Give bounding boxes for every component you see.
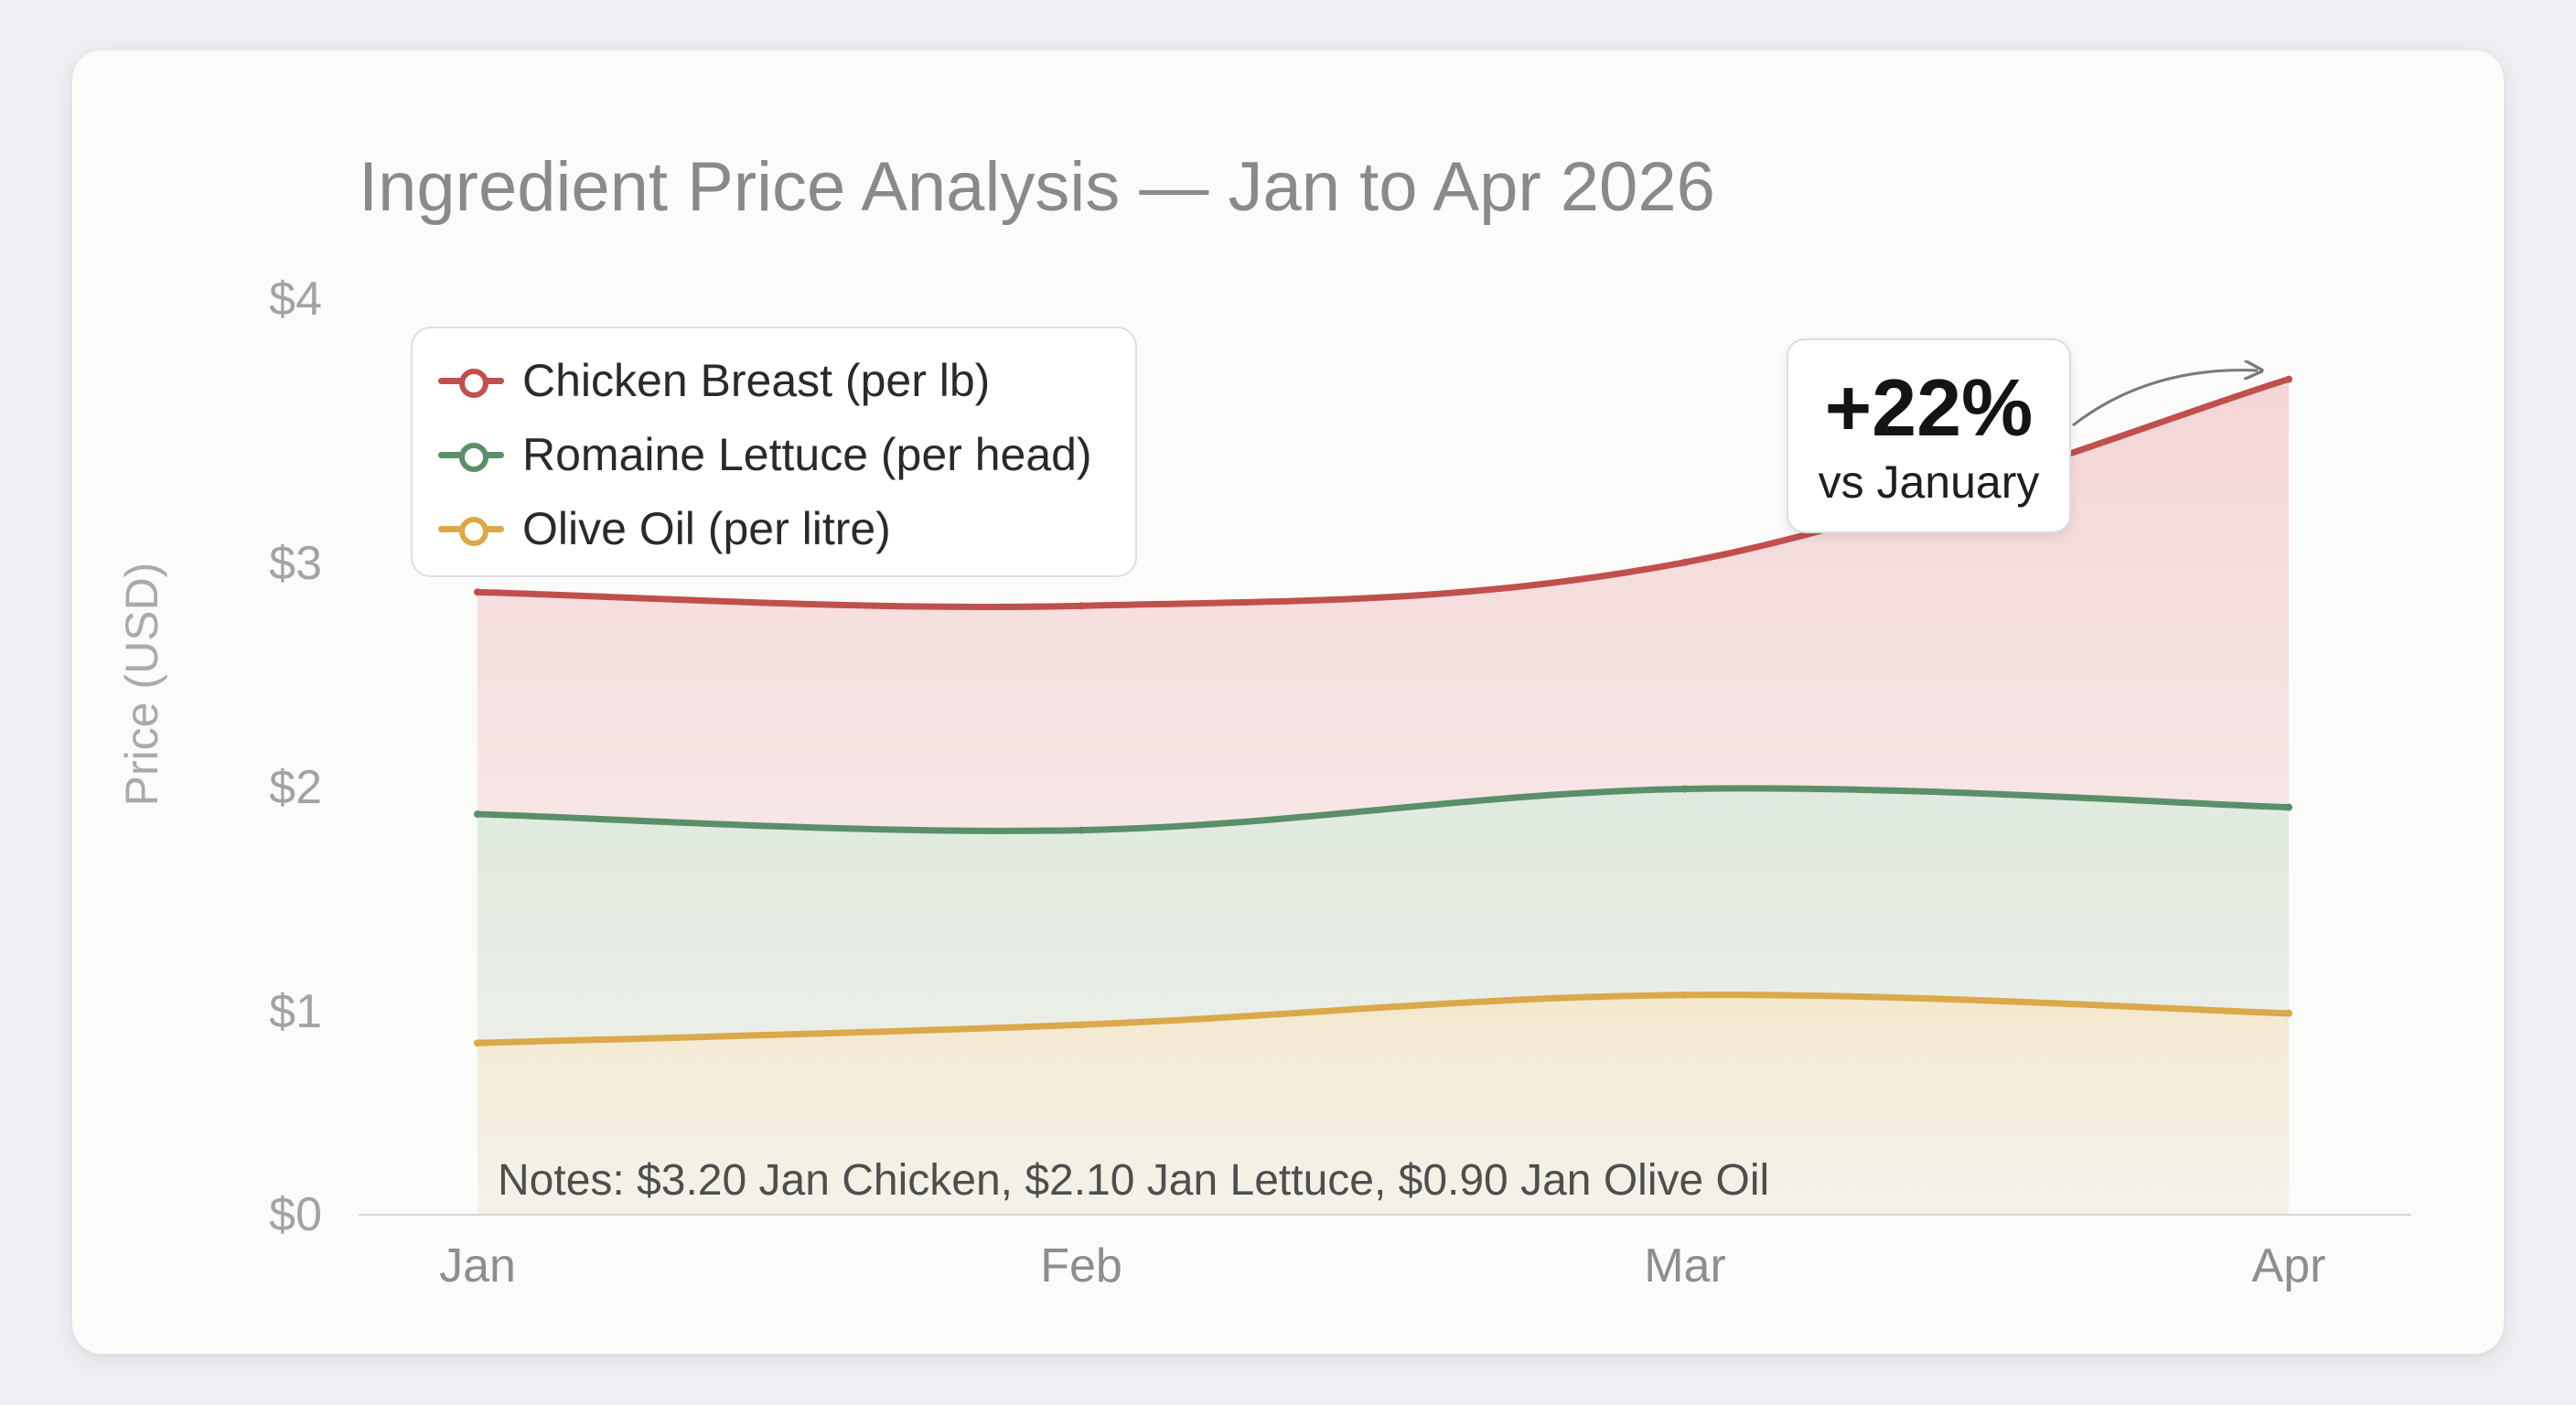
- x-tick-label: Feb: [1040, 1239, 1122, 1292]
- y-axis-label: Price (USD): [116, 563, 167, 807]
- y-tick-label: $1: [269, 985, 322, 1038]
- data-point-lettuce-jan: [474, 810, 481, 819]
- percent-change-callout: +22% vs January: [1787, 338, 2071, 533]
- legend-item-chicken: Chicken Breast (per lb): [438, 353, 990, 408]
- legend: Chicken Breast (per lb) Romaine Lettuce …: [411, 327, 1137, 577]
- callout-value: +22%: [1824, 362, 2034, 453]
- y-tick-label: $3: [269, 537, 322, 590]
- legend-label-olive-oil: Olive Oil (per litre): [522, 503, 891, 554]
- x-tick-labels: Jan Feb Mar Apr: [439, 1239, 2325, 1292]
- chart-title: Ingredient Price Analysis — Jan to Apr 2…: [359, 148, 1715, 226]
- legend-item-olive-oil: Olive Oil (per litre): [438, 501, 891, 556]
- chart-note: Notes: $3.20 Jan Chicken, $2.10 Jan Lett…: [498, 1156, 1769, 1205]
- data-point-olive-oil-apr: [2285, 1009, 2292, 1017]
- y-tick-labels: $0 $1 $2 $3 $4: [269, 273, 322, 1241]
- legend-swatch-chicken: [438, 366, 504, 398]
- x-tick-label: Jan: [439, 1239, 516, 1292]
- y-tick-label: $0: [269, 1188, 322, 1241]
- y-tick-label: $4: [269, 273, 322, 326]
- data-point-chicken-mar: [1681, 558, 1689, 566]
- area-fills: [478, 379, 2289, 1215]
- data-point-olive-oil-feb: [1078, 1021, 1085, 1029]
- data-point-lettuce-feb: [1078, 826, 1085, 834]
- x-tick-label: Apr: [2252, 1239, 2326, 1292]
- data-point-chicken-feb: [1078, 602, 1085, 610]
- legend-item-lettuce: Romaine Lettuce (per head): [438, 427, 1092, 482]
- x-tick-label: Mar: [1644, 1239, 1726, 1292]
- legend-swatch-olive-oil: [438, 514, 504, 546]
- legend-swatch-lettuce: [438, 440, 504, 472]
- data-point-lettuce-apr: [2285, 803, 2292, 811]
- data-point-chicken-jan: [474, 588, 481, 596]
- data-point-olive-oil-mar: [1681, 991, 1689, 999]
- data-point-olive-oil-jan: [474, 1039, 481, 1047]
- data-point-lettuce-mar: [1681, 785, 1689, 793]
- legend-label-chicken: Chicken Breast (per lb): [522, 355, 991, 406]
- y-tick-label: $2: [269, 761, 322, 814]
- callout-arrow: [2072, 370, 2258, 427]
- callout-label: vs January: [1818, 456, 2040, 508]
- data-point-chicken-apr: [2285, 375, 2292, 383]
- area-fill-olive-oil: [478, 994, 2289, 1215]
- series-line-olive-oil: [474, 992, 2292, 1046]
- legend-label-lettuce: Romaine Lettuce (per head): [522, 429, 1092, 480]
- series-line-lettuce: [474, 785, 2292, 834]
